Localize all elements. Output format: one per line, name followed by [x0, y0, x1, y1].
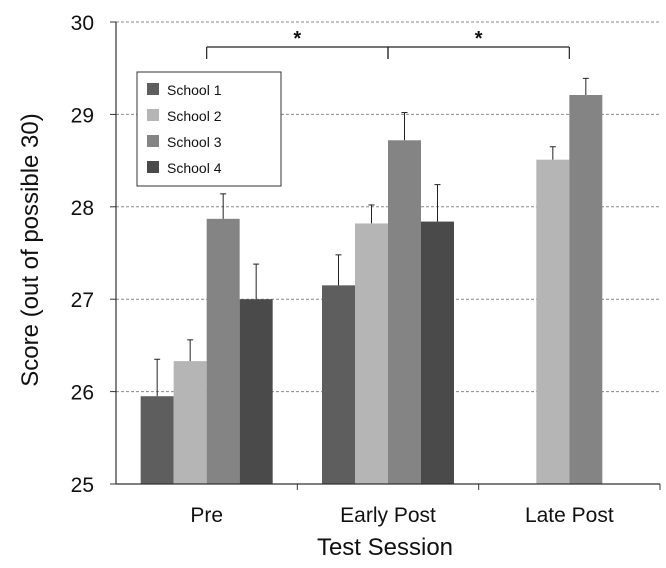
- x-tick-label: Late Post: [525, 504, 614, 527]
- y-axis-label: Score (out of possible 30): [17, 113, 44, 386]
- bar: [421, 221, 454, 485]
- bars: [140, 94, 603, 485]
- bar: [355, 223, 388, 484]
- legend-swatch: [147, 83, 159, 95]
- bar: [239, 299, 273, 484]
- bar: [206, 218, 240, 484]
- bar: [140, 396, 174, 484]
- legend-label: School 3: [167, 134, 222, 150]
- bar: [173, 361, 207, 484]
- error-bars: [154, 77, 589, 397]
- legend-swatch: [147, 161, 159, 173]
- y-tick-label: 28: [71, 197, 94, 220]
- legend-swatch: [147, 135, 159, 147]
- y-tick-label: 27: [71, 289, 94, 312]
- bar: [536, 159, 570, 484]
- significance-star: *: [293, 28, 301, 50]
- axes: 25 26 27 28 29 30 Pre Early Post Late Post: [71, 12, 661, 527]
- significance-star: *: [475, 28, 483, 50]
- legend: School 1 School 2 School 3 School 4: [136, 71, 282, 187]
- legend-label: School 4: [167, 160, 222, 176]
- x-tick-label: Pre: [190, 504, 223, 527]
- y-tick-label: 26: [71, 382, 94, 405]
- legend-label: School 2: [167, 108, 222, 124]
- bar: [569, 94, 603, 484]
- legend-label: School 1: [167, 82, 222, 98]
- y-tick-label: 25: [71, 474, 94, 497]
- legend-box: [136, 71, 282, 187]
- significance-brackets: * *: [206, 28, 570, 59]
- y-tick-label: 29: [71, 104, 94, 127]
- y-tick-label: 30: [71, 12, 94, 35]
- bar: [322, 285, 355, 484]
- legend-swatch: [147, 109, 159, 121]
- x-tick-label: Early Post: [340, 504, 436, 527]
- x-axis-label: Test Session: [317, 534, 453, 561]
- bar: [388, 140, 421, 484]
